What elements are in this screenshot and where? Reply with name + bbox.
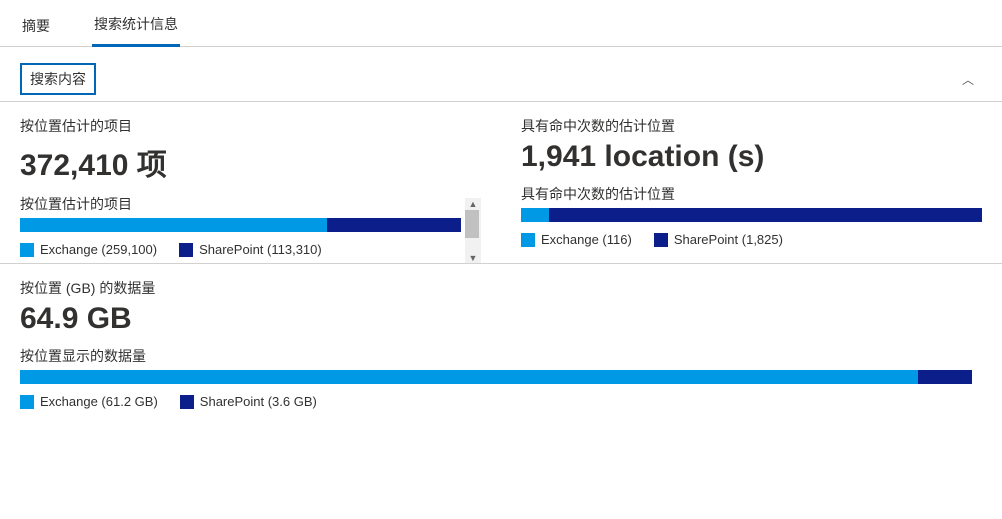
locations-value: 1,941 location (s): [521, 140, 982, 174]
data-legend-sharepoint-label: SharePoint (3.6 GB): [200, 394, 317, 409]
items-bar: [20, 218, 461, 232]
data-legend-exchange: Exchange (61.2 GB): [20, 394, 158, 409]
scroll-up-icon[interactable]: ▲: [469, 198, 478, 210]
tabs-bar: 摘要 搜索统计信息: [0, 0, 1002, 47]
exchange-swatch-icon: [20, 395, 34, 409]
section-header: 搜索内容 ︿: [0, 53, 1002, 102]
data-legend-exchange-label: Exchange (61.2 GB): [40, 394, 158, 409]
data-value: 64.9 GB: [20, 302, 972, 336]
locations-bar-sharepoint: [549, 208, 982, 222]
exchange-swatch-icon: [521, 233, 535, 247]
locations-label: 具有命中次数的估计位置: [521, 116, 982, 136]
data-label: 按位置 (GB) 的数据量: [20, 278, 972, 298]
collapse-icon[interactable]: ︿: [962, 71, 982, 88]
scroll-thumb[interactable]: [465, 210, 479, 238]
locations-bar: [521, 208, 982, 222]
data-legend-sharepoint: SharePoint (3.6 GB): [180, 394, 317, 409]
data-bar: [20, 370, 972, 384]
items-legend-exchange: Exchange (259,100): [20, 242, 157, 257]
items-legend-exchange-label: Exchange (259,100): [40, 242, 157, 257]
tab-summary[interactable]: 摘要: [20, 10, 52, 46]
data-sublabel: 按位置显示的数据量: [20, 346, 972, 366]
section-title[interactable]: 搜索内容: [20, 63, 96, 95]
items-bar-sharepoint: [327, 218, 461, 232]
items-value: 372,410 项: [20, 140, 461, 184]
locations-legend-sharepoint-label: SharePoint (1,825): [674, 232, 783, 247]
sharepoint-swatch-icon: [654, 233, 668, 247]
exchange-swatch-icon: [20, 243, 34, 257]
locations-sublabel: 具有命中次数的估计位置: [521, 184, 982, 204]
locations-legend-sharepoint: SharePoint (1,825): [654, 232, 783, 247]
items-sublabel: 按位置估计的项目: [20, 194, 461, 214]
sharepoint-swatch-icon: [180, 395, 194, 409]
data-bar-sharepoint: [918, 370, 972, 384]
locations-legend-exchange-label: Exchange (116): [541, 232, 632, 247]
stat-block-locations: 具有命中次数的估计位置 1,941 location (s) 具有命中次数的估计…: [501, 102, 1002, 263]
data-bar-exchange: [20, 370, 918, 384]
tab-search-stats[interactable]: 搜索统计信息: [92, 8, 180, 47]
items-legend: Exchange (259,100) SharePoint (113,310): [20, 242, 461, 257]
data-legend: Exchange (61.2 GB) SharePoint (3.6 GB): [20, 394, 972, 409]
stat-block-items: 按位置估计的项目 372,410 项 按位置估计的项目 Exchange (25…: [0, 102, 501, 263]
stats-grid: 按位置估计的项目 372,410 项 按位置估计的项目 Exchange (25…: [0, 102, 1002, 415]
scrollbar[interactable]: ▲ ▼: [465, 198, 481, 264]
items-bar-exchange: [20, 218, 327, 232]
locations-bar-exchange: [521, 208, 549, 222]
items-label: 按位置估计的项目: [20, 116, 461, 136]
items-legend-sharepoint: SharePoint (113,310): [179, 242, 322, 257]
locations-legend-exchange: Exchange (116): [521, 232, 632, 247]
stat-block-data: 按位置 (GB) 的数据量 64.9 GB 按位置显示的数据量 Exchange…: [0, 263, 1002, 415]
locations-legend: Exchange (116) SharePoint (1,825): [521, 232, 982, 247]
sharepoint-swatch-icon: [179, 243, 193, 257]
items-legend-sharepoint-label: SharePoint (113,310): [199, 242, 322, 257]
